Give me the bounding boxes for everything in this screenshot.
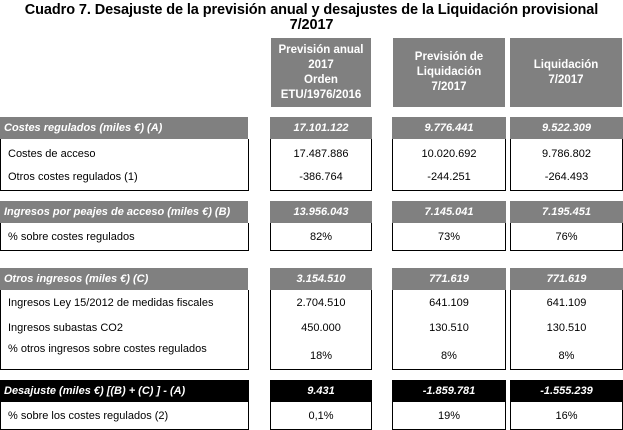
column-header-prevision-liquidacion: Previsión de Liquidación 7/2017 — [393, 38, 505, 107]
row-label: Costes de acceso — [8, 148, 96, 160]
row-value: -244.251 — [427, 171, 471, 183]
row-value: 130.510 — [429, 322, 469, 334]
section-body-value-box — [392, 223, 506, 251]
row-value: 19% — [437, 410, 461, 422]
row-label: % otros ingresos sobre costes regulados — [8, 343, 207, 355]
section-label-ingresos-peajes: Ingresos por peajes de acceso (miles €) … — [0, 201, 248, 223]
title-line-1: Cuadro 7. Desajuste de la previsión anua… — [24, 2, 599, 18]
section-label-otros-ingresos: Otros ingresos (miles €) (C) — [0, 268, 248, 290]
section-body-label-box — [0, 223, 249, 251]
section-value: 7.195.451 — [510, 201, 623, 223]
row-label: % sobre costes regulados — [8, 231, 135, 243]
header-line: Liquidación — [416, 66, 482, 78]
section-value: 3.154.510 — [270, 268, 372, 290]
section-value: 771.619 — [392, 268, 506, 290]
row-value: 8% — [558, 350, 575, 362]
header-line: Previsión anual — [278, 43, 364, 56]
section-body-value-box — [392, 290, 506, 370]
row-value: 450.000 — [301, 322, 341, 334]
row-value: 16% — [555, 410, 578, 422]
section-value: 9.522.309 — [510, 117, 623, 139]
row-value: 17.487.886 — [293, 148, 349, 160]
section-body-value-box — [270, 139, 372, 191]
row-value: 76% — [555, 231, 578, 243]
row-label: Otros costes regulados (1) — [8, 171, 138, 183]
section-value: -1.859.781 — [392, 380, 506, 402]
header-line: ETU/1976/2016 — [280, 88, 362, 101]
section-body-value-box — [392, 139, 506, 191]
column-header-liquidacion: Liquidación 7/2017 — [510, 38, 622, 107]
row-label: Ingresos Ley 15/2012 de medidas fiscales — [8, 297, 214, 309]
row-value: 10.020.692 — [421, 148, 477, 160]
table-title: Cuadro 7. Desajuste de la previsión anua… — [0, 3, 623, 33]
section-value: 13.956.043 — [270, 201, 372, 223]
row-value: 73% — [437, 231, 461, 243]
section-label-desajuste: Desajuste (miles €) [(B) + (C) ] - (A) — [0, 380, 249, 402]
row-value: -264.493 — [544, 171, 589, 183]
row-value: 82% — [309, 231, 333, 243]
row-value: 130.510 — [546, 322, 587, 334]
row-value: 9.786.802 — [542, 148, 591, 160]
section-value: 771.619 — [510, 268, 623, 290]
row-value: 641.109 — [429, 297, 469, 309]
section-value: 9.776.441 — [392, 117, 506, 139]
header-line: Orden — [304, 73, 338, 86]
title-line-2: 7/2017 — [289, 17, 334, 33]
section-value: -1.555.239 — [510, 380, 623, 402]
row-value: 8% — [441, 350, 457, 362]
section-body-label-box — [0, 290, 249, 370]
header-line: 7/2017 — [548, 73, 584, 86]
row-label: % sobre los costes regulados (2) — [8, 410, 169, 422]
header-line: 7/2017 — [431, 81, 467, 93]
header-line: 2017 — [308, 58, 334, 71]
section-body-label-box — [0, 139, 249, 191]
section-value: 17.101.122 — [270, 117, 372, 139]
section-label-costes-regulados: Costes regulados (miles €) (A) — [0, 117, 248, 139]
header-line: Liquidación — [533, 58, 599, 71]
row-value: -386.764 — [299, 171, 343, 183]
row-value: 0,1% — [308, 410, 334, 422]
section-body-value-box — [270, 223, 372, 251]
row-label: Ingresos subastas CO2 — [8, 322, 123, 334]
column-header-prevision-anual: Previsión anual 2017 Orden ETU/1976/2016 — [271, 38, 371, 107]
row-value: 2.704.510 — [296, 297, 346, 309]
row-value: 18% — [309, 350, 333, 362]
row-value: 641.109 — [546, 297, 587, 309]
section-body-value-box — [270, 290, 372, 370]
section-value: 9.431 — [270, 380, 372, 402]
header-line: Previsión de — [414, 51, 484, 63]
section-value: 7.145.041 — [392, 201, 506, 223]
